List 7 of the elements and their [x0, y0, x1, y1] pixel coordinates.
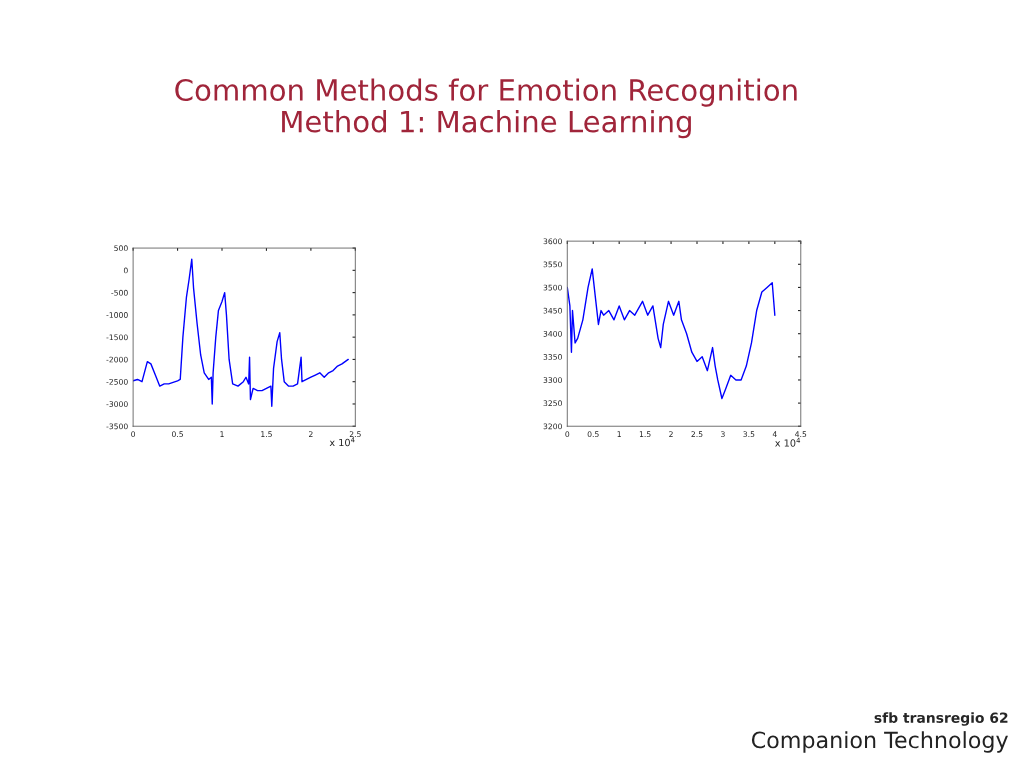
text: x 10$^{4}$: [329, 437, 355, 447]
text: x 10$^{4}$: [775, 437, 801, 447]
text: sfb transregio 62: [874, 712, 1008, 726]
text: Companion Technology: [751, 731, 1008, 753]
text: Common Methods for Emotion Recognition Method 1: Machine Learning: [175, 78, 797, 139]
line-series: [567, 268, 776, 400]
line-series: [133, 258, 349, 407]
